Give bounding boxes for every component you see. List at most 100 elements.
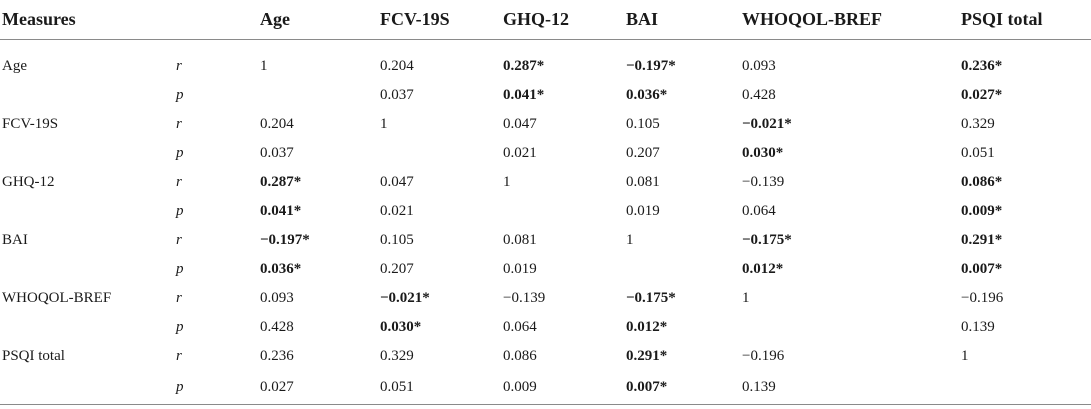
cell-bai: 0.007* xyxy=(626,371,742,405)
cell-whoqol-bref: 0.012* xyxy=(742,261,784,277)
cell-bai: 0.081 xyxy=(626,174,660,190)
cell-ghq-12: 0.041* xyxy=(503,87,545,103)
table-header: Measures Age FCV-19S GHQ-12 BAI WHOQOL-B… xyxy=(0,0,1091,40)
header-stat xyxy=(176,0,260,40)
cell-bai: 0.019 xyxy=(626,203,660,219)
row-stat-label: r xyxy=(176,348,182,364)
row-measure-label xyxy=(0,371,176,405)
cell-fcv-19s: 0.105 xyxy=(380,232,414,248)
cell-fcv-19s xyxy=(380,139,503,168)
cell-age: 0.027 xyxy=(260,371,380,405)
cell-psqi-total: 0.236* xyxy=(961,58,1003,74)
cell-whoqol-bref: −0.139 xyxy=(742,174,785,190)
cell-age: 0.036* xyxy=(260,261,302,277)
cell-fcv-19s: 0.047 xyxy=(380,174,414,190)
cell-psqi-total: −0.196 xyxy=(961,290,1004,306)
header-measures: Measures xyxy=(0,0,176,40)
cell-psqi-total: 0.051 xyxy=(961,145,995,161)
cell-ghq-12: 0.081 xyxy=(503,232,537,248)
table-body: Age r 1 0.204 0.287* −0.197* 0.093 0.236* p 0.037… xyxy=(0,40,1091,405)
cell-ghq-12: 1 xyxy=(503,174,511,190)
table-row: p 0.037 0.021 0.207 0.030* 0.051 xyxy=(0,139,1091,168)
cell-whoqol-bref: 0.428 xyxy=(742,87,776,103)
row-measure-label: BAI xyxy=(2,232,28,248)
cell-age: 0.204 xyxy=(260,116,294,132)
cell-whoqol-bref: 0.093 xyxy=(742,58,776,74)
row-stat-label: p xyxy=(176,87,184,103)
row-measure-label xyxy=(0,197,176,226)
cell-age xyxy=(260,81,380,110)
cell-whoqol-bref: 0.030* xyxy=(742,145,784,161)
cell-ghq-12: 0.019 xyxy=(503,261,537,277)
cell-psqi-total: 0.009* xyxy=(961,203,1003,219)
cell-fcv-19s: 0.037 xyxy=(380,87,414,103)
cell-whoqol-bref: 0.139 xyxy=(742,371,961,405)
cell-fcv-19s: −0.021* xyxy=(380,290,430,306)
row-measure-label xyxy=(0,81,176,110)
cell-fcv-19s: 0.021 xyxy=(380,203,414,219)
row-stat-label: p xyxy=(176,145,184,161)
header-psqi-total: PSQI total xyxy=(961,0,1091,40)
cell-ghq-12: 0.064 xyxy=(503,319,537,335)
row-stat-label: p xyxy=(176,203,184,219)
cell-psqi-total: 0.291* xyxy=(961,232,1003,248)
table-row: p 0.027 0.051 0.009 0.007* 0.139 xyxy=(0,371,1091,405)
row-measure-label: Age xyxy=(2,58,27,74)
cell-ghq-12: 0.047 xyxy=(503,116,537,132)
row-stat-label: r xyxy=(176,116,182,132)
cell-age: −0.197* xyxy=(260,232,310,248)
row-stat-label: p xyxy=(176,319,184,335)
cell-bai: 1 xyxy=(626,232,634,248)
table-row: GHQ-12 r 0.287* 0.047 1 0.081 −0.139 0.086* xyxy=(0,168,1091,197)
cell-whoqol-bref: −0.175* xyxy=(742,232,792,248)
cell-fcv-19s: 0.207 xyxy=(380,261,414,277)
cell-whoqol-bref: −0.021* xyxy=(742,116,792,132)
row-stat-label: r xyxy=(176,58,182,74)
table-row: Age r 1 0.204 0.287* −0.197* 0.093 0.236* xyxy=(0,40,1091,82)
cell-ghq-12: 0.009 xyxy=(503,371,626,405)
cell-bai xyxy=(626,255,742,284)
cell-psqi-total: 0.007* xyxy=(961,261,1003,277)
row-measure-label xyxy=(0,139,176,168)
cell-bai: −0.175* xyxy=(626,290,676,306)
cell-ghq-12: 0.287* xyxy=(503,58,545,74)
cell-bai: 0.207 xyxy=(626,145,660,161)
cell-psqi-total xyxy=(961,371,1091,405)
cell-fcv-19s: 1 xyxy=(380,116,388,132)
row-measure-label xyxy=(0,313,176,342)
cell-psqi-total: 0.139 xyxy=(961,319,995,335)
cell-whoqol-bref: −0.196 xyxy=(742,348,785,364)
row-stat-label: r xyxy=(176,174,182,190)
row-measure-label xyxy=(0,255,176,284)
cell-psqi-total: 0.027* xyxy=(961,87,1003,103)
cell-bai: 0.036* xyxy=(626,87,668,103)
cell-age: 0.287* xyxy=(260,174,302,190)
row-measure-label: WHOQOL-BREF xyxy=(2,290,112,306)
cell-age: 0.236 xyxy=(260,348,294,364)
table-row: FCV-19S r 0.204 1 0.047 0.105 −0.021* 0.329 xyxy=(0,110,1091,139)
table-row: BAI r −0.197* 0.105 0.081 1 −0.175* 0.291* xyxy=(0,226,1091,255)
row-measure-label: FCV-19S xyxy=(2,116,59,132)
cell-psqi-total: 0.329 xyxy=(961,116,995,132)
row-stat-label: p xyxy=(176,261,184,277)
row-stat-label: r xyxy=(176,232,182,248)
cell-age: 0.093 xyxy=(260,290,294,306)
cell-fcv-19s: 0.329 xyxy=(380,348,414,364)
header-ghq-12: GHQ-12 xyxy=(503,0,626,40)
table-row: WHOQOL-BREF r 0.093 −0.021* −0.139 −0.175* 1 −0… xyxy=(0,284,1091,313)
cell-ghq-12 xyxy=(503,197,626,226)
cell-fcv-19s: 0.030* xyxy=(380,319,422,335)
table-row: p 0.428 0.030* 0.064 0.012* 0.139 xyxy=(0,313,1091,342)
table-row: p 0.041* 0.021 0.019 0.064 0.009* xyxy=(0,197,1091,226)
cell-psqi-total: 1 xyxy=(961,348,969,364)
cell-ghq-12: −0.139 xyxy=(503,290,546,306)
header-bai: BAI xyxy=(626,0,742,40)
cell-bai: 0.105 xyxy=(626,116,660,132)
cell-bai: −0.197* xyxy=(626,58,676,74)
row-stat-label: r xyxy=(176,290,182,306)
table-row: PSQI total r 0.236 0.329 0.086 0.291* −0.196 1 xyxy=(0,342,1091,371)
cell-age: 0.428 xyxy=(260,319,294,335)
cell-whoqol-bref xyxy=(742,313,961,342)
